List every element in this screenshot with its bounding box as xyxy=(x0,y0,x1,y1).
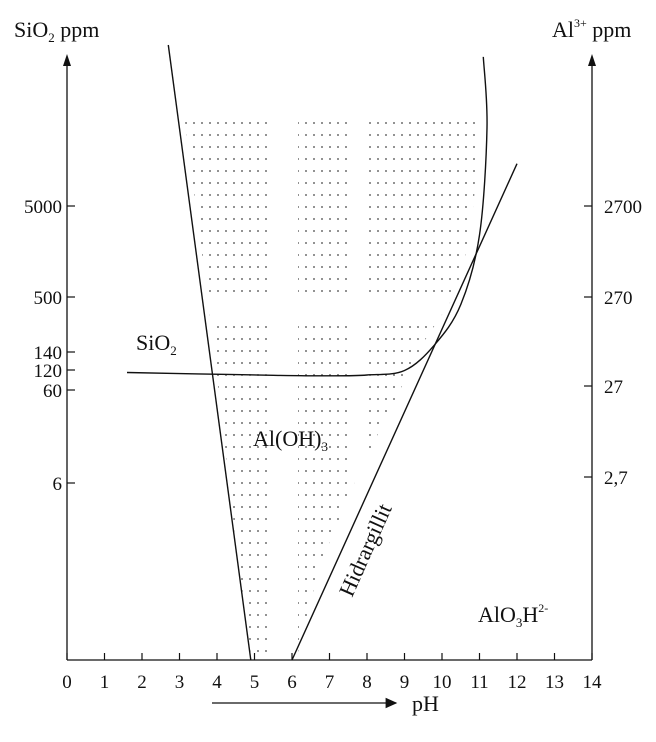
x-tick-label: 2 xyxy=(137,672,147,693)
x-tick-label: 6 xyxy=(287,672,297,693)
x-tick-label: 14 xyxy=(583,672,603,693)
x-tick-label: 0 xyxy=(62,672,72,693)
x-tick-label: 11 xyxy=(470,672,488,693)
right-axis-title: Al3+ ppm xyxy=(552,16,631,42)
x-tick-label: 8 xyxy=(362,672,372,693)
x-tick-label: 9 xyxy=(400,672,410,693)
aloh3-label: Al(OH)3 xyxy=(253,426,328,454)
alo3h-label: AlO3H2- xyxy=(478,601,548,630)
x-tick-label: 13 xyxy=(545,672,564,693)
left-tick-label: 6 xyxy=(53,474,63,495)
left-tick-label: 60 xyxy=(43,381,62,402)
right-tick-label: 2700 xyxy=(604,197,642,218)
left-tick-label: 500 xyxy=(34,288,63,309)
x-tick-label: 3 xyxy=(175,672,185,693)
right-tick-label: 27 xyxy=(604,377,623,398)
x-tick-label: 7 xyxy=(325,672,335,693)
left-boundary-line xyxy=(167,44,252,661)
right-tick-label: 270 xyxy=(604,288,633,309)
right-y-axis-arrow-icon xyxy=(588,54,596,66)
x-ticks: 0 1 2 3 4 5 6 7 8 9 10 11 12 13 14 xyxy=(62,653,602,693)
x-axis-title: pH xyxy=(412,691,439,716)
x-tick-label: 12 xyxy=(508,672,527,693)
left-y-axis-arrow-icon xyxy=(63,54,71,66)
sio2-curve xyxy=(126,56,488,377)
left-axis-title: SiO2 ppm xyxy=(14,17,99,45)
x-tick-label: 4 xyxy=(212,672,222,693)
aloh3-dotted-field xyxy=(185,122,478,660)
hidrargillit-label: Hidrargillit xyxy=(334,500,397,600)
sio2-curve-label: SiO2 xyxy=(136,330,177,358)
x-tick-label: 1 xyxy=(100,672,110,693)
left-tick-label: 120 xyxy=(34,361,63,382)
x-tick-label: 5 xyxy=(250,672,260,693)
right-tick-label: 2,7 xyxy=(604,468,628,489)
hidrargillit-line xyxy=(291,163,518,661)
x-tick-label: 10 xyxy=(433,672,452,693)
right-y-ticks: 2700 270 27 2,7 xyxy=(584,197,642,489)
left-tick-label: 5000 xyxy=(24,197,62,218)
left-tick-label: 140 xyxy=(34,343,63,364)
